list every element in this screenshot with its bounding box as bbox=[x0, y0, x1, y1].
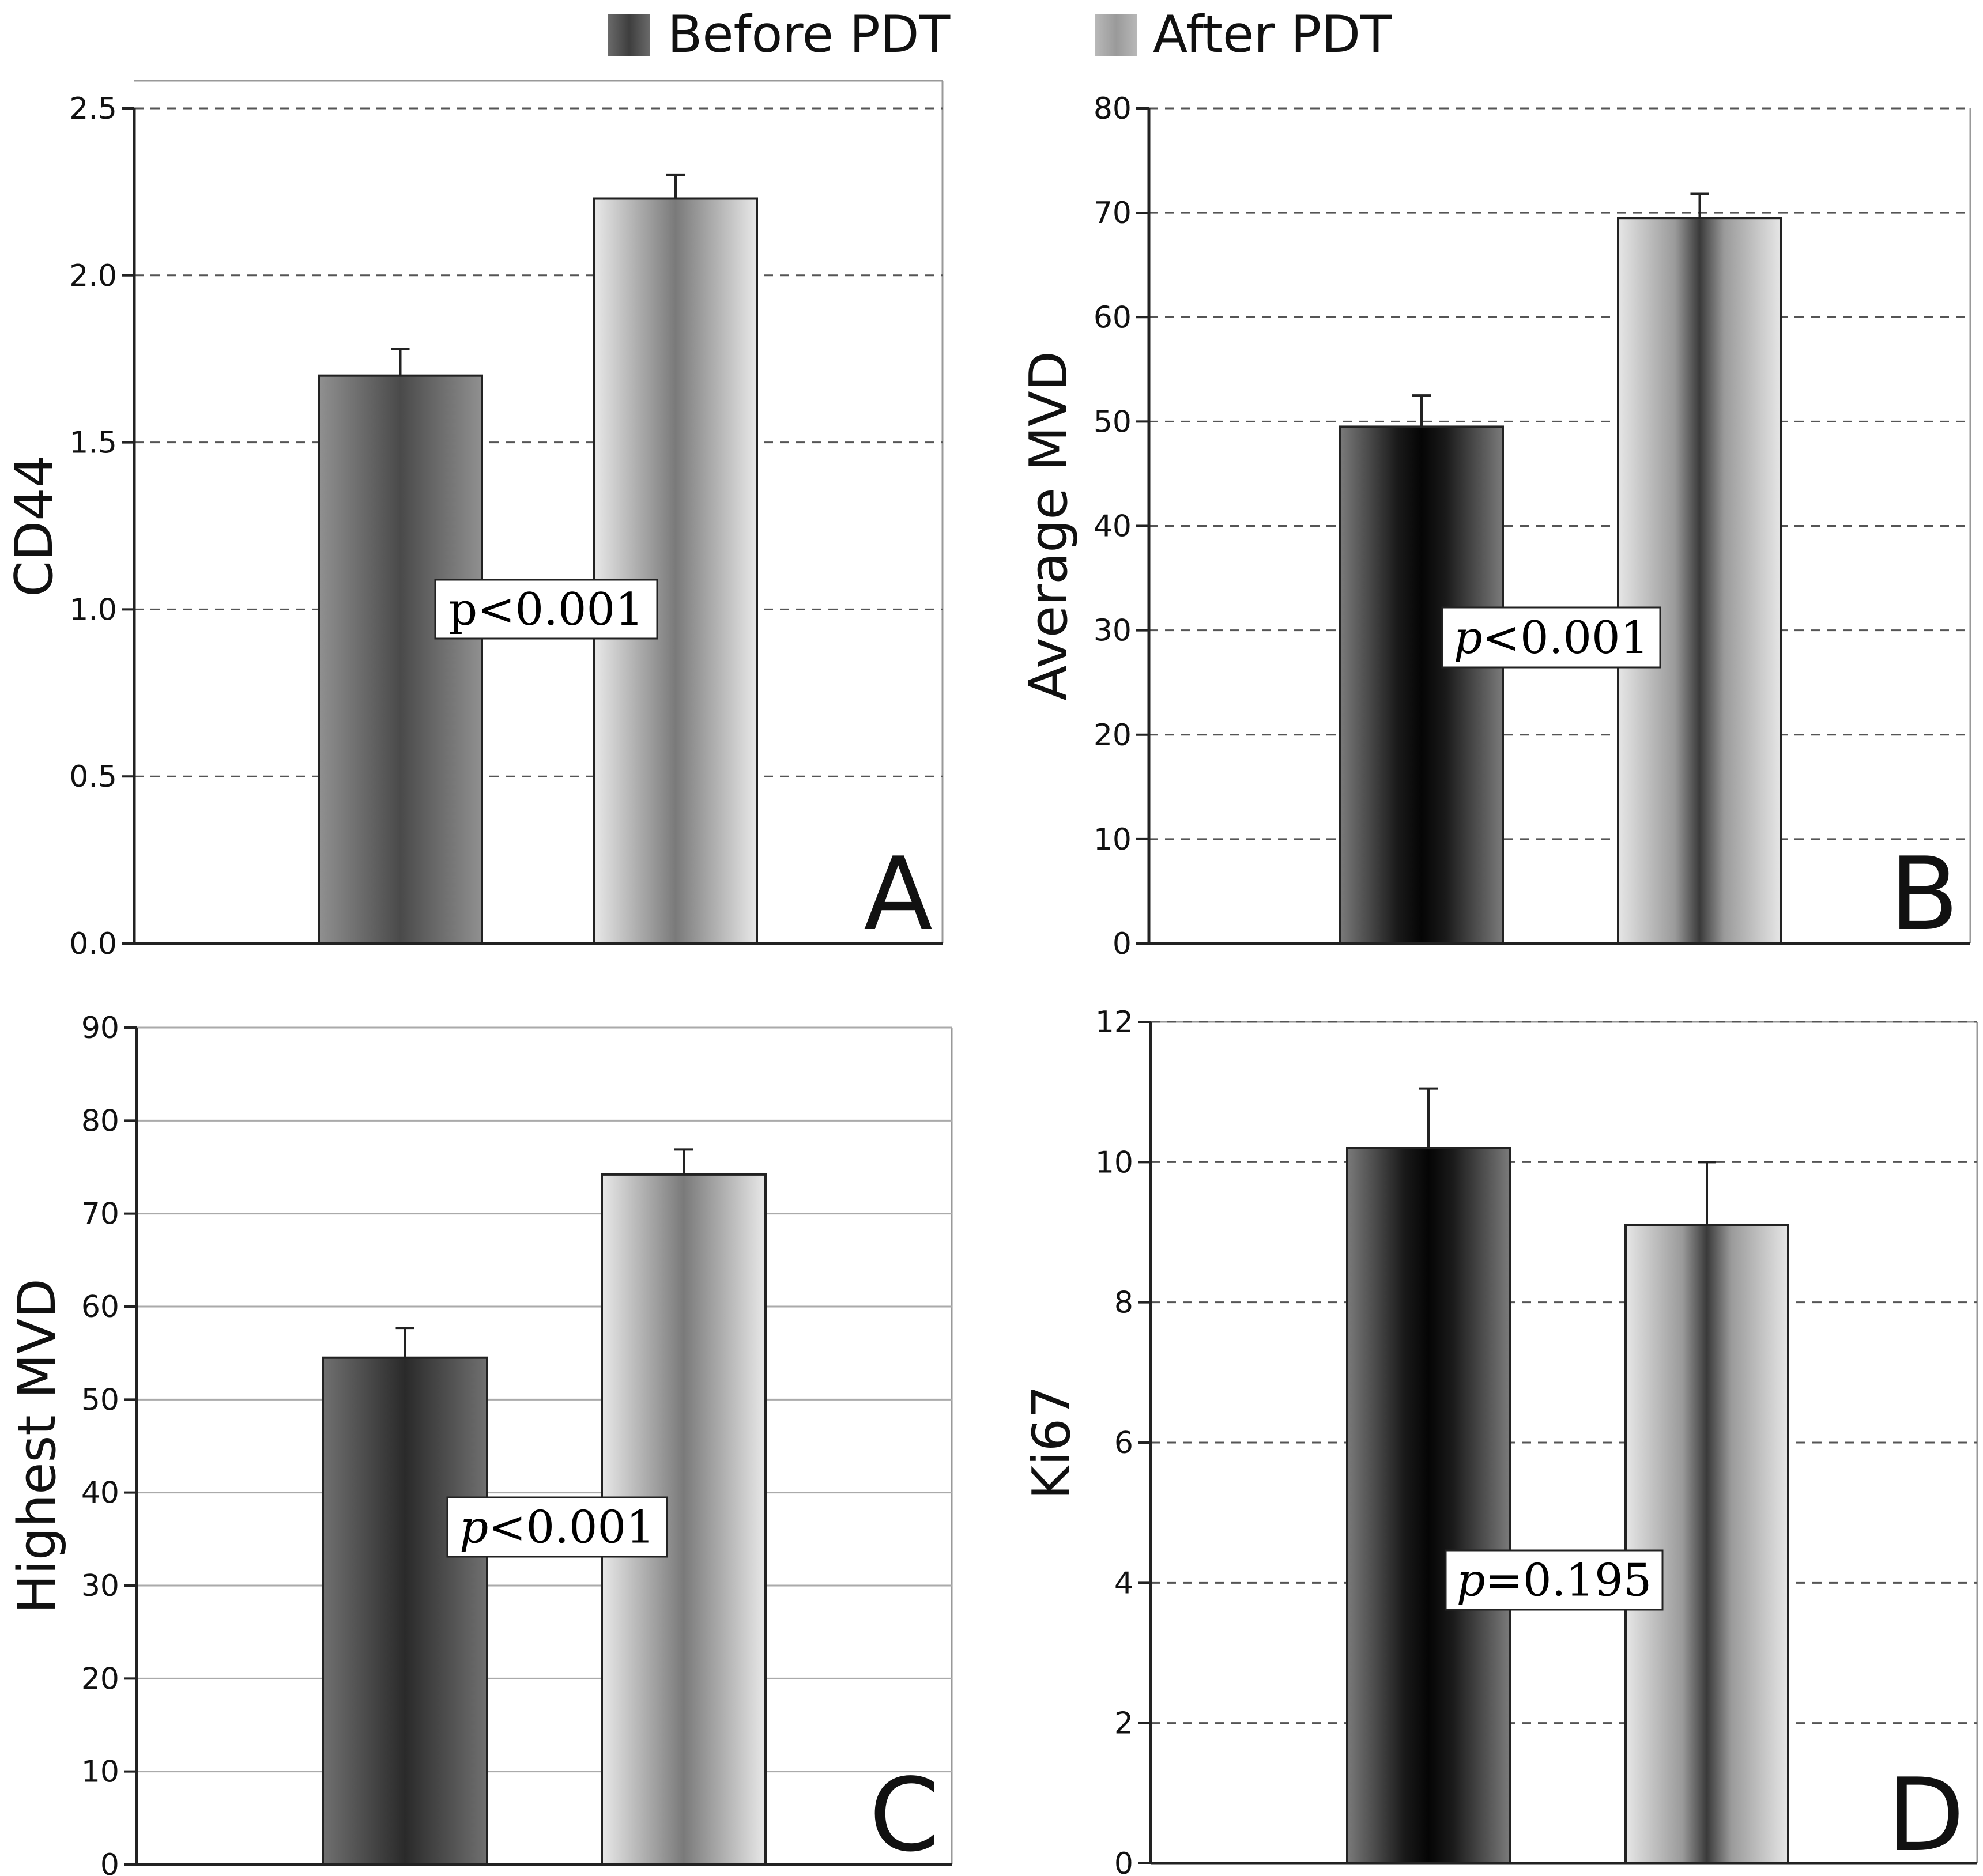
y-tick-label: 1.0 bbox=[69, 592, 117, 627]
y-tick-label: 20 bbox=[1094, 718, 1132, 753]
y-tick-label: 2.5 bbox=[69, 92, 117, 126]
y-axis-label: CD44 bbox=[4, 455, 65, 597]
panel-d: 0 2 4 6 8 10 12 Ki67 Dp=0.195 bbox=[1021, 1005, 1978, 1876]
panel-letter: D bbox=[1887, 1757, 1965, 1874]
p-value-label: p=0.195 bbox=[1457, 1555, 1652, 1607]
p-value-prefix: p bbox=[1454, 612, 1483, 664]
y-tick-label: 40 bbox=[81, 1476, 119, 1511]
y-tick-label: 1.5 bbox=[69, 426, 117, 460]
legend: Before PDT After PDT bbox=[608, 5, 1392, 64]
y-tick-label: 8 bbox=[1114, 1286, 1133, 1320]
p-value-number: =0.195 bbox=[1486, 1555, 1652, 1607]
y-tick-label: 50 bbox=[1094, 405, 1132, 439]
y-tick-label: 0.5 bbox=[69, 760, 117, 794]
p-value-label: p<0.001 bbox=[448, 584, 644, 636]
bar-before bbox=[322, 1356, 488, 1866]
bar-after bbox=[593, 197, 758, 945]
legend-swatch-after bbox=[1095, 14, 1137, 56]
p-value-prefix: p bbox=[459, 1502, 488, 1554]
y-tick-label: 4 bbox=[1114, 1566, 1133, 1601]
bar-before bbox=[318, 374, 483, 945]
bar-before bbox=[1339, 425, 1504, 945]
p-value-prefix: p bbox=[1457, 1555, 1486, 1607]
panel-c: 0 10 20 30 40 50 60 70 80 90 Highest MVD Cp<0.001 bbox=[7, 1011, 953, 1876]
panel-letter: A bbox=[864, 836, 933, 953]
panel-a: 0.0 0.5 1.0 1.5 2.0 2.5 CD44 Ap<0.001 bbox=[4, 80, 944, 961]
y-tick-label: 10 bbox=[81, 1755, 119, 1790]
p-value-box bbox=[1445, 1549, 1664, 1611]
bar-before bbox=[1346, 1147, 1511, 1864]
y-tick-label: 40 bbox=[1094, 509, 1132, 544]
p-value-box bbox=[434, 579, 658, 640]
y-tick-label: 80 bbox=[81, 1104, 119, 1138]
legend-label-before: Before PDT bbox=[668, 5, 951, 64]
p-value-label: p<0.001 bbox=[459, 1502, 655, 1554]
y-tick-label: 80 bbox=[1094, 92, 1132, 126]
p-value-box bbox=[446, 1496, 668, 1558]
y-tick-label: 90 bbox=[81, 1011, 119, 1045]
panel-b: 0 10 20 30 40 50 60 70 80 Average MVD Bp<0.001 bbox=[1019, 92, 1971, 961]
y-tick-label: 70 bbox=[81, 1197, 119, 1232]
legend-label-after: After PDT bbox=[1153, 5, 1392, 64]
y-axis-label: Average MVD bbox=[1019, 351, 1079, 701]
y-tick-label: 30 bbox=[81, 1569, 119, 1603]
y-tick-label: 30 bbox=[1094, 614, 1132, 648]
y-tick-label: 0 bbox=[100, 1848, 119, 1876]
y-tick-label: 12 bbox=[1095, 1005, 1133, 1040]
y-axis-label: Ki67 bbox=[1021, 1386, 1082, 1500]
y-tick-label: 20 bbox=[81, 1662, 119, 1696]
y-tick-label: 60 bbox=[1094, 300, 1132, 335]
legend-swatch-before bbox=[608, 14, 650, 56]
bar-after bbox=[1624, 1224, 1789, 1864]
y-tick-label: 0 bbox=[1114, 1847, 1133, 1876]
p-value-number: <0.001 bbox=[1483, 612, 1649, 664]
panel-letter: B bbox=[1890, 836, 1959, 953]
y-tick-label: 2.0 bbox=[69, 259, 117, 293]
bar-after bbox=[1617, 217, 1782, 945]
y-tick-label: 0 bbox=[1113, 927, 1132, 961]
p-value-box bbox=[1441, 606, 1661, 669]
y-tick-label: 70 bbox=[1094, 196, 1132, 231]
p-value-prefix: p bbox=[448, 584, 477, 636]
p-value-number: <0.001 bbox=[488, 1502, 655, 1554]
y-tick-label: 50 bbox=[81, 1383, 119, 1417]
y-tick-label: 2 bbox=[1114, 1707, 1133, 1741]
y-axis-label: Highest MVD bbox=[7, 1278, 67, 1614]
y-tick-label: 10 bbox=[1094, 822, 1132, 857]
y-tick-label: 6 bbox=[1114, 1426, 1133, 1460]
y-tick-label: 0.0 bbox=[69, 927, 117, 961]
p-value-label: p<0.001 bbox=[1454, 612, 1649, 664]
p-value-number: <0.001 bbox=[477, 584, 644, 636]
y-tick-label: 60 bbox=[81, 1290, 119, 1324]
y-tick-label: 10 bbox=[1095, 1145, 1133, 1180]
panel-letter: C bbox=[869, 1757, 940, 1874]
